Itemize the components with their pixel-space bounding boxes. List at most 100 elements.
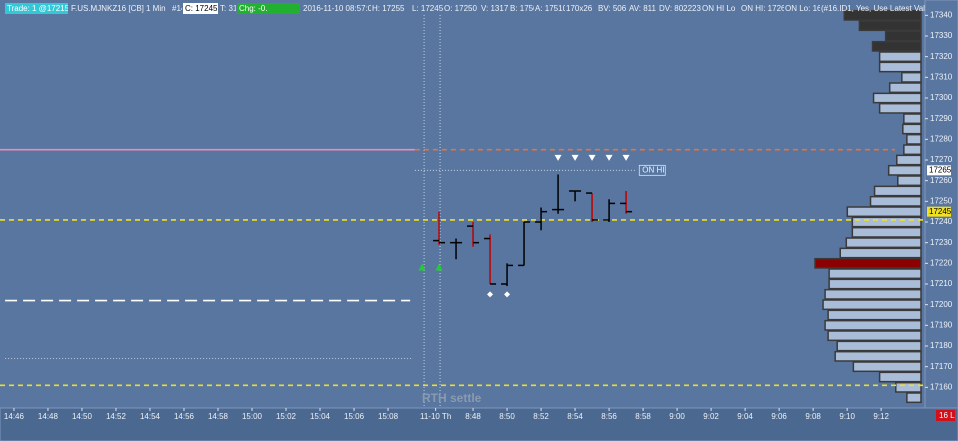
marker	[588, 154, 596, 161]
volume-profile-bar	[901, 71, 922, 83]
x-tick-label: 14:54	[140, 412, 161, 421]
x-tick-label: 15:04	[310, 412, 331, 421]
header-field: B: 17505	[510, 4, 534, 13]
x-tick-label: 15:02	[276, 412, 297, 421]
x-tick-label: 9:06	[771, 412, 787, 421]
volume-profile-bar	[845, 237, 922, 249]
header-field: 170x26	[566, 4, 593, 13]
marker	[622, 154, 630, 161]
x-tick-label: 14:48	[38, 412, 59, 421]
plot-area	[0, 0, 925, 408]
x-tick-label: 14:56	[174, 412, 195, 421]
x-tick-label: 8:52	[533, 412, 549, 421]
y-tick-label: 17300	[930, 93, 953, 102]
x-tick-label: 9:10	[839, 412, 855, 421]
y-tick-label: 17310	[930, 72, 953, 81]
header-field: T: 315	[220, 4, 236, 13]
marker	[435, 263, 443, 271]
volume-profile-bar	[878, 102, 922, 114]
x-tick-label: 14:50	[72, 412, 93, 421]
volume-profile-bar	[836, 340, 922, 352]
volume-profile-bar	[871, 40, 922, 52]
header-field: BV: 506	[598, 4, 627, 13]
y-tick-label: 17210	[930, 279, 953, 288]
x-tick-label: 8:48	[465, 412, 481, 421]
header-field: F.US.MJNKZ16 [CB]	[71, 4, 144, 13]
y-tick-label: 17320	[930, 52, 953, 61]
x-tick-label: 9:02	[703, 412, 719, 421]
volume-profile-bar	[822, 299, 922, 311]
volume-profile-bar	[828, 278, 922, 290]
volume-profile-bar	[852, 361, 922, 373]
header-field: L: 17245	[412, 4, 443, 13]
volume-profile-bar	[873, 185, 922, 197]
y-tick-label: 17170	[930, 362, 953, 371]
volume-profile-bar	[824, 319, 922, 331]
volume-profile-bar	[902, 123, 922, 135]
y-tick-label: 17250	[930, 196, 953, 205]
price-tag	[927, 165, 951, 176]
time-axis	[0, 407, 958, 441]
volume-profile-bar	[895, 381, 922, 393]
y-tick-label: 17280	[930, 134, 953, 143]
volume-profile-bar	[828, 268, 922, 280]
marker	[487, 291, 494, 298]
level-label-box	[638, 164, 666, 176]
header-field: ON Lo: 16420	[785, 4, 820, 13]
x-tick-label: 8:54	[567, 412, 583, 421]
price-tag	[927, 206, 951, 217]
x-tick-label: 8:56	[601, 412, 617, 421]
marker	[571, 154, 579, 161]
volume-profile-bar	[878, 51, 922, 63]
header-field: 1 Min	[146, 4, 166, 13]
settle-label: RTH settle	[422, 391, 482, 405]
marker	[504, 291, 511, 298]
header-field: ON HI: 17265	[741, 4, 784, 13]
y-tick-label: 17230	[930, 238, 953, 247]
volume-profile-bar	[851, 216, 922, 228]
volume-profile-bar	[814, 257, 922, 269]
header-field: Chg: -0.	[237, 3, 300, 14]
x-tick-label: 15:00	[242, 412, 263, 421]
y-tick-label: 17190	[930, 320, 953, 329]
y-tick-label: 17270	[930, 155, 953, 164]
volume-profile-bar	[824, 288, 922, 300]
volume-profile-bar	[878, 61, 922, 73]
marker	[605, 154, 613, 161]
volume-profile-bar	[827, 309, 922, 321]
header-field: #14	[172, 4, 182, 13]
header-field: V: 1317	[481, 4, 509, 13]
x-tick-label: 8:58	[635, 412, 651, 421]
volume-profile-bar	[858, 20, 922, 32]
volume-profile-bar	[834, 350, 922, 362]
volume-profile-bar	[851, 226, 922, 238]
y-tick-label: 17260	[930, 176, 953, 185]
x-tick-label: 15:08	[378, 412, 399, 421]
header-field: H: 17255	[372, 4, 405, 13]
x-tick-label: 15:06	[344, 412, 365, 421]
level-label: ON HI	[642, 165, 664, 174]
x-tick-label: 8:50	[499, 412, 515, 421]
header-field: Trade: 1 @17215	[5, 3, 68, 14]
y-tick-label: 17220	[930, 258, 953, 267]
price-tag-label: 17245	[929, 207, 952, 216]
volume-profile-bar	[884, 30, 922, 42]
header-field: A: 17510	[535, 4, 565, 13]
y-tick-label: 17330	[930, 31, 953, 40]
header-field: ON HI Lo	[702, 4, 736, 13]
y-tick-label: 17340	[930, 10, 953, 19]
header-field: O: 17250	[444, 4, 477, 13]
volume-profile-bar	[897, 175, 922, 187]
volume-profile-bar	[903, 144, 922, 156]
volume-profile-bar	[846, 206, 922, 218]
x-tick-label: 9:12	[873, 412, 889, 421]
badge: 16 L	[939, 411, 955, 420]
volume-profile-bar	[872, 92, 922, 104]
volume-profile-bar	[839, 247, 922, 259]
y-tick-label: 17180	[930, 341, 953, 350]
marker	[554, 154, 562, 161]
header-field: AV: 811	[629, 4, 656, 13]
volume-profile-bar	[906, 133, 922, 145]
volume-profile-bar	[903, 113, 922, 125]
